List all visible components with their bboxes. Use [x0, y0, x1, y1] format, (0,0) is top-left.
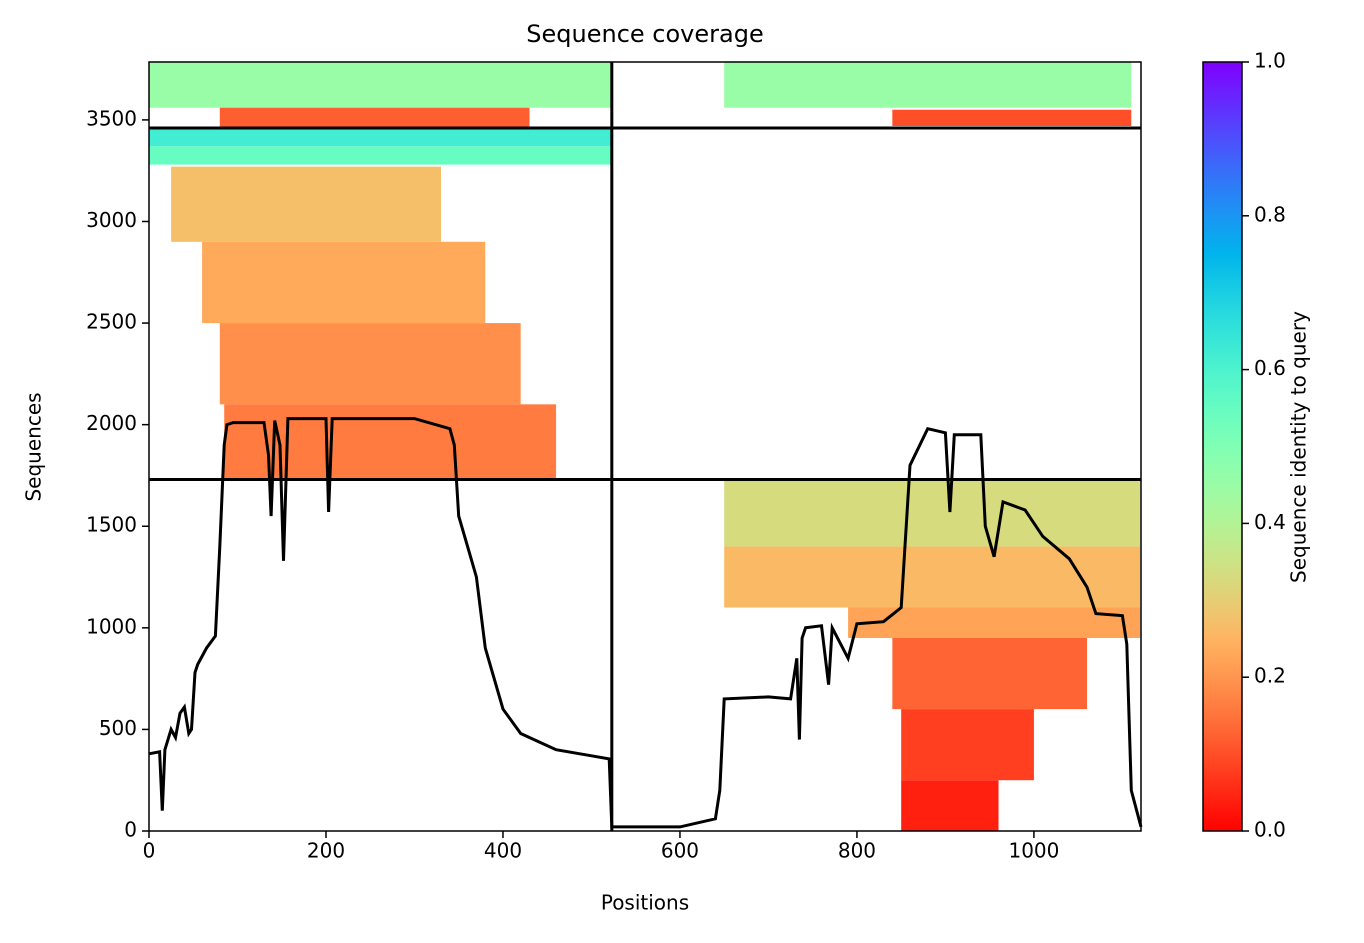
msa-block	[219, 323, 521, 405]
x-tick-label: 800	[838, 839, 876, 863]
msa-block	[149, 146, 612, 165]
y-tick-label: 0	[124, 818, 137, 842]
colorbar-tick-label: 0.6	[1254, 356, 1286, 380]
x-tick-label: 400	[484, 839, 522, 863]
x-tick-label: 200	[307, 839, 345, 863]
coverage-line	[148, 417, 1143, 829]
y-tick-label: 500	[99, 716, 137, 740]
msa-block	[724, 479, 1141, 547]
msa-block	[724, 62, 1132, 108]
y-tick-label: 1000	[86, 614, 137, 638]
msa-block	[724, 546, 1141, 608]
x-tick-label: 600	[661, 839, 699, 863]
y-axis-label: Sequences	[22, 392, 46, 501]
colorbar	[1202, 61, 1243, 832]
chart-title: Sequence coverage	[526, 20, 763, 48]
x-tick-label: 0	[143, 839, 156, 863]
msa-block	[149, 62, 612, 108]
colorbar-tick-label: 0.0	[1254, 818, 1286, 842]
msa-block	[901, 780, 999, 831]
msa-block	[219, 107, 530, 129]
plot-frame	[148, 61, 1142, 832]
x-tick-label: 1000	[1008, 839, 1059, 863]
y-tick-label: 3500	[86, 106, 137, 130]
msa-block	[202, 241, 486, 324]
colorbar-tick-label: 0.2	[1254, 664, 1286, 688]
msa-block	[149, 128, 612, 147]
msa-block	[892, 109, 1132, 126]
colorbar-tick-label: 0.4	[1254, 510, 1286, 534]
msa-block	[892, 637, 1088, 710]
x-axis-label: Positions	[601, 891, 689, 915]
y-tick-label: 1500	[86, 513, 137, 537]
y-tick-label: 2500	[86, 310, 137, 334]
y-tick-label: 3000	[86, 208, 137, 232]
colorbar-tick-label: 0.8	[1254, 202, 1286, 226]
y-tick-label: 2000	[86, 411, 137, 435]
colorbar-label: Sequence identity to query	[1287, 311, 1311, 583]
msa-block	[171, 166, 442, 242]
colorbar-tick-label: 1.0	[1254, 49, 1286, 73]
msa-block	[901, 709, 1034, 781]
